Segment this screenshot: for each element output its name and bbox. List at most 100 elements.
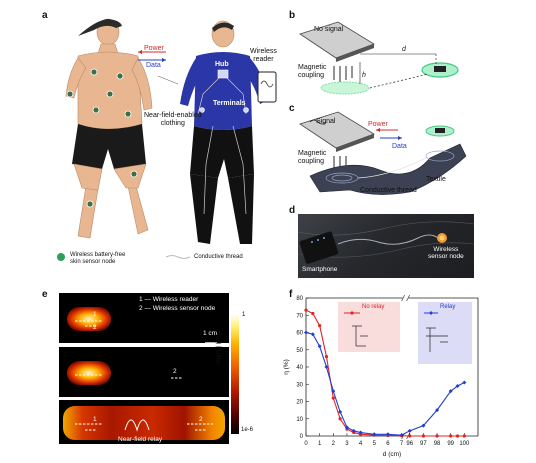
data-point-no-relay — [318, 324, 322, 328]
colorbar-bottom-label: 1e-6 — [241, 427, 254, 433]
relay-inset-bg — [418, 302, 472, 364]
panel-c-signal-label: Signal — [316, 118, 336, 125]
y-tick-label: 80 — [296, 296, 303, 302]
heatmap-3-reader-number: 1 — [93, 416, 97, 423]
x-tick-label: 7 — [400, 441, 404, 447]
x-tick-label: 3 — [345, 441, 349, 447]
heatmap-1-node-number: 2 — [93, 324, 97, 331]
panel-a-clothing-label: Near-field-enabled clothing — [144, 112, 202, 127]
data-point-relay — [407, 428, 412, 433]
data-point-no-relay — [408, 434, 412, 438]
legend-marker-no-relay — [350, 311, 354, 315]
panel-e-relay-label: Near-field relay — [118, 436, 163, 443]
y-axis-label: η (%) — [283, 359, 290, 375]
heatmap-3-node-number: 2 — [199, 416, 203, 423]
textile-surface — [309, 143, 467, 195]
no-relay-inset-diagram — [352, 325, 368, 347]
panel-d-photo — [298, 214, 474, 278]
data-point-no-relay — [338, 417, 342, 421]
colorbar-label-unit: | (a.u.) — [216, 330, 222, 348]
panel-a-node-legend-label: Wireless battery-free skin sensor node — [70, 252, 126, 265]
panel-c-power-label: Power — [368, 121, 388, 128]
smartphone-photo — [299, 231, 339, 264]
heatmap-1-reader-number: 1 — [93, 311, 97, 318]
skin-node-legend-icon — [57, 253, 65, 261]
x-axis-label: d (cm) — [383, 451, 401, 458]
skin-sensor-nodes — [66, 68, 138, 208]
panel-b-no-signal-label: No signal — [314, 26, 344, 33]
data-point-relay — [338, 409, 343, 414]
data-point-relay — [331, 389, 336, 394]
panel-a-thread-legend-label: Conductive thread — [194, 254, 243, 260]
panel-b-label: b — [289, 10, 296, 21]
data-point-relay — [372, 432, 377, 437]
data-point-relay — [399, 433, 404, 438]
legend-marker-relay — [429, 311, 433, 315]
wireless-reader-phone — [257, 71, 277, 103]
panel-e-scale-label: 1 cm — [203, 330, 218, 337]
panel-a-terminals-label: Terminals — [213, 100, 246, 107]
x-tick-label: 96 — [406, 441, 413, 447]
y-tick-label: 50 — [296, 348, 303, 354]
data-point-relay — [358, 430, 363, 435]
colorbar-label-main: log|H — [216, 350, 222, 364]
panel-c-thread-label: Conductive thread — [360, 187, 417, 194]
axis-break-mark-top — [401, 294, 405, 302]
data-point-no-relay — [435, 434, 439, 438]
y-tick-label: 10 — [296, 417, 303, 423]
heatmap-no-relay-1 — [59, 293, 229, 343]
panel-d-node-label: Wireless sensor node — [428, 246, 464, 260]
data-point-relay — [385, 432, 390, 437]
data-point-relay — [344, 425, 349, 430]
data-point-no-relay — [421, 434, 425, 438]
panel-c-label: c — [289, 103, 295, 114]
conductive-threads — [197, 73, 247, 215]
axis-break-gap-top — [402, 294, 409, 302]
reader-coil-ring — [320, 81, 370, 95]
x-tick-label: 0 — [304, 441, 308, 447]
x-tick-label: 5 — [373, 441, 377, 447]
panel-c-data-label: Data — [392, 143, 407, 150]
data-point-no-relay — [331, 396, 335, 400]
x-tick-label: 2 — [332, 441, 336, 447]
efficiency-chart: 0 10 20 30 40 50 60 70 80 0 1 2 3 4 5 6 7 96 97 98 99 100 d (c… — [283, 294, 479, 458]
series-line-relay — [305, 331, 465, 436]
relay-inset-diagram — [426, 327, 448, 352]
data-point-relay — [304, 330, 308, 335]
x-tick-label: 99 — [447, 441, 454, 447]
data-point-relay — [455, 383, 460, 388]
y-tick-label: 0 — [300, 434, 304, 440]
conductive-thread-legend-icon — [165, 255, 191, 259]
panel-a-illustration — [57, 18, 277, 261]
data-point-relay — [317, 344, 322, 349]
panel-d-smartphone-label: Smartphone — [302, 266, 338, 273]
heatmap-relay — [59, 400, 229, 444]
colorbar-top-label: 1 — [242, 312, 246, 318]
x-tick-label: 100 — [459, 441, 470, 447]
data-point-no-relay — [449, 434, 453, 438]
panel-d-label: d — [289, 205, 296, 216]
panel-a-label: a — [42, 10, 48, 21]
data-point-no-relay — [455, 434, 460, 438]
legend-no-relay: No relay — [362, 304, 385, 310]
panel-a-data-label: Data — [146, 62, 161, 69]
y-tick-label: 60 — [296, 331, 303, 337]
y-tick-label: 70 — [296, 313, 303, 319]
panel-b-illustration — [299, 21, 459, 95]
colorbar — [231, 314, 239, 434]
panel-a-wireless-reader-label: Wireless reader — [250, 48, 277, 63]
series-line-no-relay — [305, 309, 465, 437]
data-point-no-relay — [311, 311, 315, 316]
heatmap-2-node-number: 2 — [173, 368, 177, 375]
y-tick-label: 40 — [296, 365, 303, 371]
data-point-no-relay — [462, 434, 466, 438]
data-point-relay — [448, 389, 453, 394]
panel-b-d-label: d — [402, 46, 406, 53]
data-point-no-relay — [324, 355, 329, 359]
x-tick-label: 4 — [359, 441, 363, 447]
panel-a-power-label: Power — [144, 45, 164, 52]
y-tick-label: 30 — [296, 382, 303, 388]
panel-e-overlay — [75, 320, 217, 431]
shorts — [72, 124, 146, 169]
panel-c-illustration — [299, 111, 467, 195]
